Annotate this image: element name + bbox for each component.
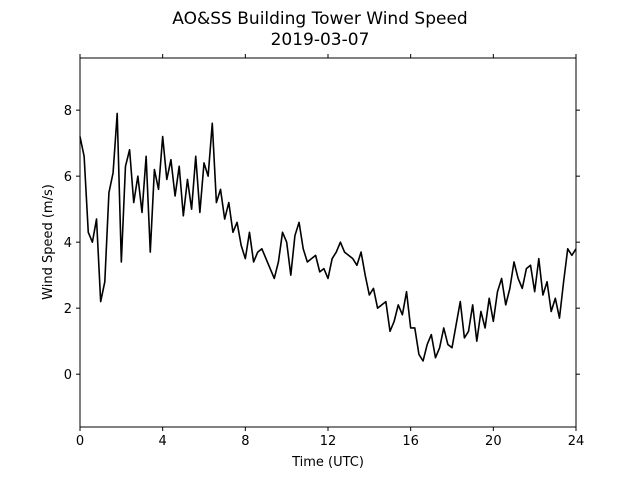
y-tick-label: 0	[64, 368, 72, 383]
y-axis-label: Wind Speed (m/s)	[41, 184, 56, 300]
y-tick-label: 8	[64, 104, 72, 119]
chart-title: AO&SS Building Tower Wind Speed	[172, 9, 467, 29]
x-tick-label: 12	[320, 434, 337, 449]
chart-subtitle: 2019-03-07	[271, 30, 370, 50]
data-line	[79, 112, 577, 362]
plot-frame	[79, 57, 577, 428]
x-tick-label: 24	[568, 434, 585, 449]
x-axis-label: Time (UTC)	[291, 455, 364, 470]
x-tick-label: 8	[241, 434, 249, 449]
y-tick-label: 2	[64, 302, 72, 317]
y-tick-label: 6	[64, 170, 72, 185]
x-tick-label: 4	[159, 434, 167, 449]
x-tick-label: 16	[402, 434, 419, 449]
x-tick-label: 20	[485, 434, 502, 449]
x-tick-label: 0	[76, 434, 84, 449]
y-tick-label: 4	[64, 236, 72, 251]
